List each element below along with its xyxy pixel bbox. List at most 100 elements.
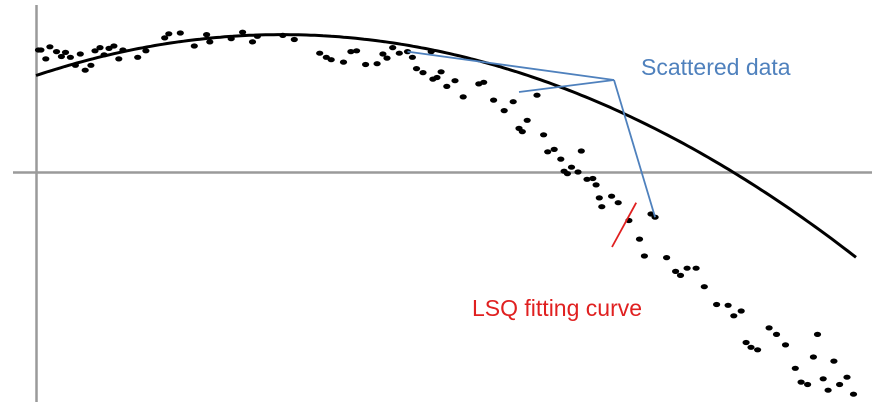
annotation-pointers bbox=[407, 50, 656, 248]
data-point bbox=[290, 36, 298, 43]
data-point bbox=[730, 313, 738, 319]
data-point bbox=[836, 381, 844, 388]
data-point bbox=[203, 31, 211, 38]
data-point bbox=[490, 97, 498, 103]
data-point bbox=[81, 67, 89, 73]
data-point bbox=[383, 55, 391, 61]
data-point bbox=[451, 78, 459, 84]
data-point bbox=[437, 69, 445, 75]
data-point bbox=[115, 56, 123, 62]
data-point bbox=[518, 129, 526, 135]
data-point bbox=[408, 54, 416, 60]
data-point bbox=[206, 39, 214, 45]
data-point bbox=[672, 268, 680, 274]
data-point bbox=[533, 92, 541, 98]
data-point bbox=[42, 56, 50, 62]
lsq-fit-curve bbox=[35, 33, 857, 259]
data-point bbox=[640, 253, 649, 259]
data-point bbox=[809, 354, 818, 360]
annotation-pointer-line bbox=[613, 79, 656, 218]
data-point bbox=[830, 358, 838, 364]
data-point bbox=[676, 272, 685, 278]
data-point bbox=[248, 39, 257, 45]
data-point bbox=[813, 331, 822, 337]
data-point bbox=[683, 265, 691, 271]
data-point bbox=[635, 236, 644, 242]
data-point bbox=[500, 108, 508, 114]
data-point bbox=[791, 365, 799, 371]
data-point bbox=[540, 132, 548, 138]
data-point bbox=[724, 302, 732, 308]
data-point bbox=[843, 374, 851, 380]
axes bbox=[13, 5, 872, 402]
data-point bbox=[91, 48, 99, 54]
data-point bbox=[692, 265, 700, 271]
data-point bbox=[544, 149, 552, 155]
data-point bbox=[550, 146, 558, 152]
data-point bbox=[772, 331, 781, 337]
data-point bbox=[459, 94, 467, 100]
data-point bbox=[327, 57, 335, 63]
data-point bbox=[239, 29, 247, 35]
data-point bbox=[574, 169, 582, 175]
data-point bbox=[754, 347, 762, 353]
data-point bbox=[316, 50, 324, 56]
data-point bbox=[523, 117, 531, 123]
data-point bbox=[96, 45, 104, 51]
data-point bbox=[353, 48, 361, 54]
data-point bbox=[443, 83, 451, 89]
data-point bbox=[161, 35, 169, 41]
data-point bbox=[142, 48, 150, 54]
data-point bbox=[557, 156, 565, 162]
data-point bbox=[87, 62, 95, 68]
data-point bbox=[663, 255, 671, 261]
data-point bbox=[849, 391, 858, 397]
data-point bbox=[598, 204, 606, 210]
data-point bbox=[563, 171, 572, 177]
data-point bbox=[66, 54, 74, 60]
data-point bbox=[737, 308, 745, 314]
data-point bbox=[589, 175, 597, 182]
data-point bbox=[52, 49, 61, 55]
data-point bbox=[347, 49, 355, 55]
scatter-points bbox=[34, 29, 858, 397]
annotation-pointer-line bbox=[611, 202, 637, 248]
annotation-pointer-line bbox=[407, 50, 615, 81]
data-point bbox=[379, 51, 387, 57]
data-point bbox=[480, 79, 488, 85]
data-point bbox=[57, 53, 65, 60]
data-point bbox=[713, 301, 721, 308]
data-point bbox=[742, 339, 750, 346]
data-point bbox=[395, 50, 403, 56]
data-point bbox=[165, 31, 173, 37]
data-point bbox=[373, 61, 381, 67]
data-point bbox=[592, 182, 600, 188]
data-point bbox=[362, 61, 370, 68]
data-point bbox=[819, 376, 827, 382]
data-point bbox=[608, 193, 616, 199]
scattered-data-label: Scattered data bbox=[641, 54, 791, 80]
data-point bbox=[433, 74, 441, 81]
data-point bbox=[46, 44, 54, 50]
data-point bbox=[804, 381, 812, 388]
data-point bbox=[509, 99, 517, 105]
data-point bbox=[190, 43, 198, 49]
data-point bbox=[176, 30, 184, 36]
data-point bbox=[61, 49, 70, 56]
data-point bbox=[76, 51, 84, 57]
data-point bbox=[747, 344, 755, 350]
data-point bbox=[595, 195, 603, 201]
data-point bbox=[583, 176, 591, 182]
annotation-pointer-line bbox=[518, 79, 615, 93]
data-point bbox=[567, 164, 576, 170]
lsq-fitting-curve-label: LSQ fitting curve bbox=[472, 295, 642, 321]
data-point bbox=[797, 379, 805, 385]
data-point bbox=[339, 59, 348, 65]
data-point bbox=[614, 200, 622, 206]
data-point bbox=[389, 45, 397, 51]
data-point bbox=[412, 66, 421, 72]
data-point bbox=[824, 387, 832, 393]
data-point bbox=[37, 47, 45, 53]
data-point bbox=[700, 284, 708, 290]
